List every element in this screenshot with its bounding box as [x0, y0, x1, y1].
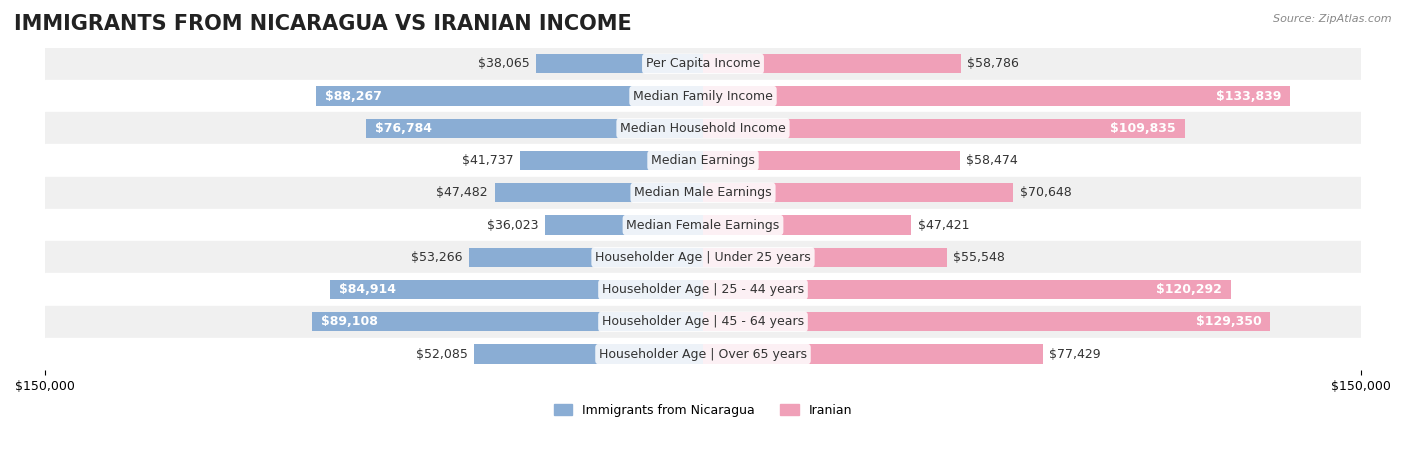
Bar: [703, 280, 1230, 299]
Text: $129,350: $129,350: [1197, 315, 1261, 328]
Text: Householder Age | 45 - 64 years: Householder Age | 45 - 64 years: [602, 315, 804, 328]
Bar: [366, 119, 703, 138]
Bar: [45, 112, 1361, 144]
Bar: [703, 312, 1271, 332]
Bar: [703, 183, 1012, 203]
Bar: [703, 54, 960, 73]
Bar: [45, 241, 1361, 274]
Text: IMMIGRANTS FROM NICARAGUA VS IRANIAN INCOME: IMMIGRANTS FROM NICARAGUA VS IRANIAN INC…: [14, 14, 631, 34]
Bar: [703, 151, 959, 170]
Text: $133,839: $133,839: [1216, 90, 1281, 103]
Text: Median Earnings: Median Earnings: [651, 154, 755, 167]
Text: $89,108: $89,108: [321, 315, 378, 328]
Bar: [45, 274, 1361, 306]
Bar: [536, 54, 703, 73]
Bar: [312, 312, 703, 332]
Bar: [45, 80, 1361, 112]
Bar: [45, 306, 1361, 338]
Bar: [45, 144, 1361, 177]
Text: Median Female Earnings: Median Female Earnings: [627, 219, 779, 232]
Text: $58,786: $58,786: [967, 57, 1019, 71]
Bar: [45, 209, 1361, 241]
Text: $52,085: $52,085: [416, 347, 468, 361]
Bar: [330, 280, 703, 299]
Legend: Immigrants from Nicaragua, Iranian: Immigrants from Nicaragua, Iranian: [548, 399, 858, 422]
Text: $55,548: $55,548: [953, 251, 1005, 264]
Text: $70,648: $70,648: [1019, 186, 1071, 199]
Text: $47,421: $47,421: [918, 219, 969, 232]
Text: $53,266: $53,266: [411, 251, 463, 264]
Bar: [495, 183, 703, 203]
Bar: [316, 86, 703, 106]
Bar: [703, 215, 911, 235]
Text: $47,482: $47,482: [436, 186, 488, 199]
Text: Householder Age | Over 65 years: Householder Age | Over 65 years: [599, 347, 807, 361]
Bar: [703, 344, 1043, 364]
Text: Householder Age | 25 - 44 years: Householder Age | 25 - 44 years: [602, 283, 804, 296]
Text: $84,914: $84,914: [339, 283, 396, 296]
Bar: [703, 119, 1185, 138]
Text: Median Family Income: Median Family Income: [633, 90, 773, 103]
Bar: [45, 177, 1361, 209]
Text: $76,784: $76,784: [375, 122, 432, 135]
Text: $38,065: $38,065: [478, 57, 530, 71]
Bar: [470, 248, 703, 267]
Text: Median Household Income: Median Household Income: [620, 122, 786, 135]
Text: Source: ZipAtlas.com: Source: ZipAtlas.com: [1274, 14, 1392, 24]
Bar: [546, 215, 703, 235]
Text: $88,267: $88,267: [325, 90, 381, 103]
Text: $36,023: $36,023: [486, 219, 538, 232]
Bar: [45, 338, 1361, 370]
Text: $120,292: $120,292: [1156, 283, 1222, 296]
Text: $109,835: $109,835: [1111, 122, 1175, 135]
Bar: [45, 48, 1361, 80]
Text: Per Capita Income: Per Capita Income: [645, 57, 761, 71]
Text: $41,737: $41,737: [461, 154, 513, 167]
Bar: [703, 86, 1291, 106]
Text: $58,474: $58,474: [966, 154, 1018, 167]
Bar: [703, 248, 946, 267]
Text: Householder Age | Under 25 years: Householder Age | Under 25 years: [595, 251, 811, 264]
Bar: [474, 344, 703, 364]
Text: Median Male Earnings: Median Male Earnings: [634, 186, 772, 199]
Bar: [520, 151, 703, 170]
Text: $77,429: $77,429: [1049, 347, 1101, 361]
